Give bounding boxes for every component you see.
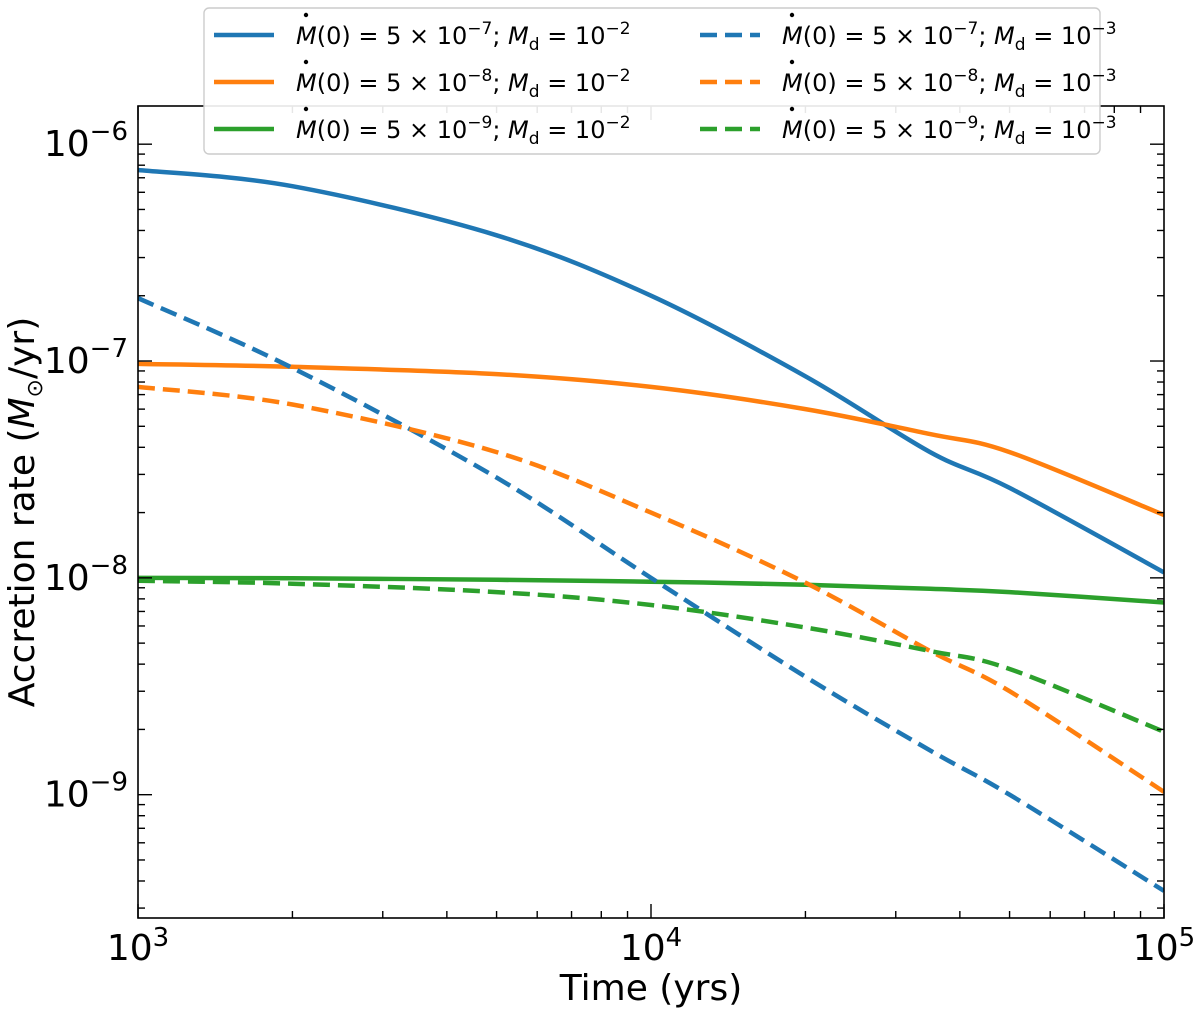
legend-label: M(0) = 5 × 10−7; Md = 10−2 [296, 19, 631, 55]
mdot-accent [303, 59, 309, 65]
mdot-accent [789, 59, 795, 65]
y-axis-label: Accretion rate (M⊙/yr) [2, 317, 48, 708]
legend-label: M(0) = 5 × 10−8; Md = 10−2 [296, 66, 631, 102]
series-line-5-dashed [138, 384, 1164, 794]
y-tick-label: 10−8 [44, 551, 128, 599]
mdot-accent [303, 106, 309, 112]
y-tick-label: 10−9 [44, 768, 128, 816]
mdot-accent [303, 12, 309, 18]
y-tick-label: 10−7 [44, 334, 128, 382]
x-tick-label: 104 [620, 923, 682, 969]
legend-label: M(0) = 5 × 10−8; Md = 10−3 [782, 66, 1117, 102]
x-tick-label: 103 [107, 923, 169, 969]
mdot-accent [789, 106, 795, 112]
x-tick-label: 105 [1133, 923, 1195, 969]
legend-label: M(0) = 5 × 10−9; Md = 10−2 [296, 113, 631, 149]
series-line-4-dashed [138, 296, 1164, 893]
legend-label: M(0) = 5 × 10−9; Md = 10−3 [782, 113, 1117, 149]
legend: M(0) = 5 × 10−7; Md = 10−2 M(0) = 5 × 10−… [203, 7, 1117, 155]
series-line-1-solid [138, 167, 1164, 575]
series-line-2-solid [138, 361, 1164, 518]
x-axis-label: Time (yrs) [559, 968, 743, 1009]
axis-labels: 103 104 105 10−9 10−8 10−7 10−6 Time (yrs) Accre… [2, 117, 1195, 1009]
legend-box [203, 7, 1101, 155]
mdot-accent [789, 12, 795, 18]
legend-label: M(0) = 5 × 10−7; Md = 10−3 [782, 19, 1117, 55]
series-line-6-dashed [138, 578, 1164, 734]
series-group [138, 167, 1164, 893]
y-tick-label: 10−6 [44, 117, 128, 165]
series-line-3-solid [138, 575, 1164, 605]
